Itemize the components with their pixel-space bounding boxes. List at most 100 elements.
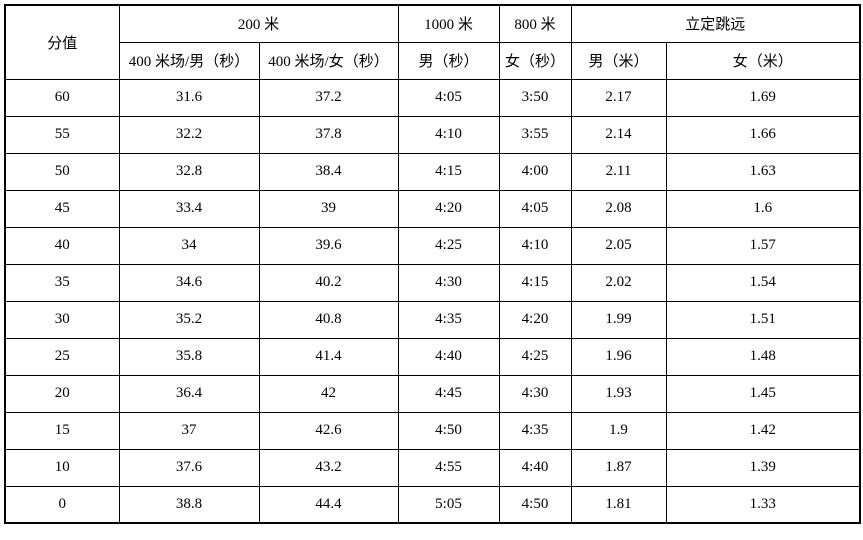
cell-200m-female: 41.4 [258, 337, 399, 376]
cell-score: 25 [4, 337, 120, 376]
cell-long-jump-female: 1.54 [665, 263, 861, 302]
cell-1000m-male: 4:10 [397, 115, 500, 154]
cell-800m-female: 4:05 [498, 189, 572, 228]
cell-score: 50 [4, 152, 120, 191]
document-page: 分值 200 米 1000 米 800 米 立定跳远 400 米场/男（秒） 4… [4, 4, 862, 524]
header-row-subcolumns: 400 米场/男（秒） 400 米场/女（秒） 男（秒） 女（秒） 男（米） 女… [5, 41, 861, 80]
cell-200m-female: 37.8 [258, 115, 399, 154]
header-score: 分值 [4, 4, 120, 80]
table-row: 30 35.2 40.8 4:35 4:20 1.99 1.51 [4, 300, 861, 339]
cell-long-jump-female: 1.42 [665, 411, 861, 450]
cell-800m-female: 4:50 [498, 485, 572, 524]
cell-200m-female: 44.4 [258, 485, 399, 524]
cell-200m-female: 37.2 [258, 78, 399, 117]
cell-800m-female: 4:25 [498, 337, 572, 376]
cell-score: 10 [4, 448, 120, 487]
cell-long-jump-male: 1.87 [570, 448, 667, 487]
cell-800m-female: 4:35 [498, 411, 572, 450]
cell-long-jump-male: 2.17 [570, 78, 667, 117]
table-row: 50 32.8 38.4 4:15 4:00 2.11 1.63 [4, 152, 861, 191]
cell-200m-female: 43.2 [258, 448, 399, 487]
cell-score: 40 [4, 226, 120, 265]
cell-long-jump-male: 2.08 [570, 189, 667, 228]
cell-200m-male: 37.6 [118, 448, 260, 487]
cell-200m-female: 42.6 [258, 411, 399, 450]
cell-200m-male: 34 [118, 226, 260, 265]
cell-800m-female: 3:55 [498, 115, 572, 154]
table-row: 15 37 42.6 4:50 4:35 1.9 1.42 [4, 411, 861, 450]
cell-200m-male: 34.6 [118, 263, 260, 302]
cell-score: 20 [4, 374, 120, 413]
table-row: 10 37.6 43.2 4:55 4:40 1.87 1.39 [4, 448, 861, 487]
cell-long-jump-female: 1.66 [665, 115, 861, 154]
cell-200m-female: 39 [258, 189, 399, 228]
cell-long-jump-female: 1.48 [665, 337, 861, 376]
cell-200m-female: 38.4 [258, 152, 399, 191]
cell-200m-female: 39.6 [258, 226, 399, 265]
header-row-events: 分值 200 米 1000 米 800 米 立定跳远 [4, 4, 861, 80]
cell-long-jump-female: 1.45 [665, 374, 861, 413]
header-200m-male: 400 米场/男（秒） [118, 41, 260, 80]
cell-long-jump-male: 1.9 [570, 411, 667, 450]
header-200m-female: 400 米场/女（秒） [258, 41, 399, 80]
cell-200m-male: 36.4 [118, 374, 260, 413]
cell-1000m-male: 5:05 [397, 485, 500, 524]
cell-long-jump-female: 1.33 [665, 485, 861, 524]
header-long-jump-male: 男（米） [570, 41, 667, 80]
cell-long-jump-male: 1.99 [570, 300, 667, 339]
cell-800m-female: 4:10 [498, 226, 572, 265]
cell-1000m-male: 4:55 [397, 448, 500, 487]
cell-long-jump-female: 1.39 [665, 448, 861, 487]
cell-long-jump-male: 1.81 [570, 485, 667, 524]
table-row: 60 31.6 37.2 4:05 3:50 2.17 1.69 [4, 78, 861, 117]
cell-200m-male: 37 [118, 411, 260, 450]
cell-long-jump-female: 1.57 [665, 226, 861, 265]
cell-800m-female: 3:50 [498, 78, 572, 117]
table-row: 55 32.2 37.8 4:10 3:55 2.14 1.66 [4, 115, 861, 154]
cell-score: 30 [4, 300, 120, 339]
table-row: 20 36.4 42 4:45 4:30 1.93 1.45 [4, 374, 861, 413]
cell-800m-female: 4:30 [498, 374, 572, 413]
cell-1000m-male: 4:15 [397, 152, 500, 191]
header-1000m-male: 男（秒） [397, 41, 500, 80]
header-long-jump: 立定跳远 [570, 4, 861, 43]
header-200m: 200 米 [118, 4, 399, 43]
cell-long-jump-female: 1.63 [665, 152, 861, 191]
cell-long-jump-male: 2.11 [570, 152, 667, 191]
cell-200m-male: 31.6 [118, 78, 260, 117]
cell-200m-male: 38.8 [118, 485, 260, 524]
header-800m-female: 女（秒） [498, 41, 572, 80]
score-table: 分值 200 米 1000 米 800 米 立定跳远 400 米场/男（秒） 4… [4, 4, 862, 524]
cell-1000m-male: 4:45 [397, 374, 500, 413]
cell-200m-male: 32.8 [118, 152, 260, 191]
cell-long-jump-male: 1.93 [570, 374, 667, 413]
cell-1000m-male: 4:05 [397, 78, 500, 117]
cell-long-jump-female: 1.69 [665, 78, 861, 117]
cell-800m-female: 4:15 [498, 263, 572, 302]
header-long-jump-female: 女（米） [665, 41, 861, 80]
cell-800m-female: 4:20 [498, 300, 572, 339]
cell-1000m-male: 4:30 [397, 263, 500, 302]
cell-800m-female: 4:00 [498, 152, 572, 191]
cell-200m-female: 40.8 [258, 300, 399, 339]
cell-long-jump-male: 1.96 [570, 337, 667, 376]
table-row: 45 33.4 39 4:20 4:05 2.08 1.6 [4, 189, 861, 228]
cell-200m-female: 42 [258, 374, 399, 413]
cell-long-jump-female: 1.6 [665, 189, 861, 228]
table-row: 40 34 39.6 4:25 4:10 2.05 1.57 [4, 226, 861, 265]
header-800m: 800 米 [498, 4, 572, 43]
cell-score: 45 [4, 189, 120, 228]
cell-long-jump-female: 1.51 [665, 300, 861, 339]
cell-200m-male: 32.2 [118, 115, 260, 154]
cell-200m-male: 35.8 [118, 337, 260, 376]
cell-800m-female: 4:40 [498, 448, 572, 487]
cell-200m-male: 35.2 [118, 300, 260, 339]
header-1000m: 1000 米 [397, 4, 500, 43]
cell-1000m-male: 4:50 [397, 411, 500, 450]
cell-1000m-male: 4:25 [397, 226, 500, 265]
cell-1000m-male: 4:40 [397, 337, 500, 376]
table-row: 35 34.6 40.2 4:30 4:15 2.02 1.54 [4, 263, 861, 302]
cell-200m-female: 40.2 [258, 263, 399, 302]
cell-long-jump-male: 2.14 [570, 115, 667, 154]
table-row: 25 35.8 41.4 4:40 4:25 1.96 1.48 [4, 337, 861, 376]
